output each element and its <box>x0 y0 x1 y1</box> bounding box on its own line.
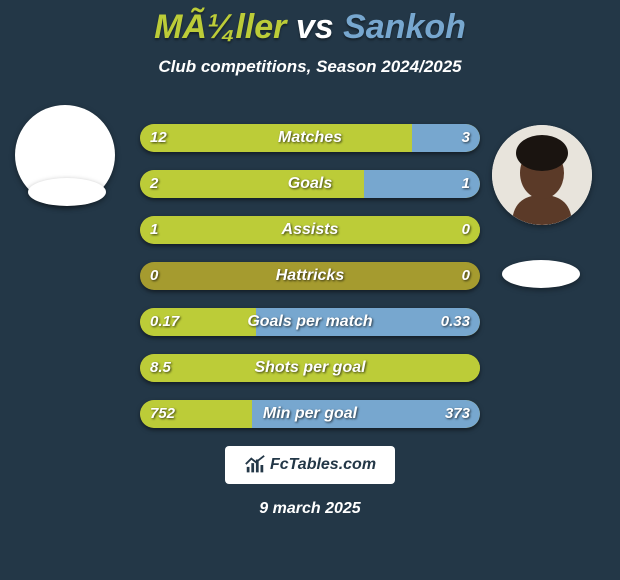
bar-value-right: 0 <box>462 262 470 290</box>
bar-fill-player1 <box>140 170 364 198</box>
avatar-placeholder-icon <box>492 125 592 225</box>
bar-value-left: 0.17 <box>150 308 179 336</box>
bar-fill-player1 <box>140 124 412 152</box>
stat-bar-row: 10Assists <box>140 216 480 244</box>
bar-value-right: 1 <box>462 170 470 198</box>
player2-portrait-icon <box>492 125 592 225</box>
bar-value-left: 2 <box>150 170 158 198</box>
stat-bar-row: 0.170.33Goals per match <box>140 308 480 336</box>
stat-bar-row: 123Matches <box>140 124 480 152</box>
title-vs: vs <box>296 8 334 46</box>
bar-value-right: 0.33 <box>441 308 470 336</box>
bar-value-right: 373 <box>445 400 470 428</box>
bar-value-left: 1 <box>150 216 158 244</box>
subtitle: Club competitions, Season 2024/2025 <box>0 57 620 77</box>
player1-flag <box>28 178 106 206</box>
stat-bars: 123Matches21Goals10Assists00Hattricks0.1… <box>140 124 480 446</box>
bar-value-left: 752 <box>150 400 175 428</box>
stat-bar-row: 0 0Hattricks <box>140 262 480 290</box>
stat-bar-row: 21Goals <box>140 170 480 198</box>
chart-icon <box>244 454 266 476</box>
title-player1: MÃ¼ller <box>154 8 286 46</box>
bar-value-left: 8.5 <box>150 354 171 382</box>
brand-badge[interactable]: FcTables.com <box>225 446 395 484</box>
brand-text: FcTables.com <box>270 456 376 474</box>
bar-value-left: 0 <box>150 262 158 290</box>
player2-flag <box>502 260 580 288</box>
bar-fill-player1 <box>140 216 480 244</box>
stat-bar-row: 752373Min per goal <box>140 400 480 428</box>
bar-fill-player1 <box>140 354 480 382</box>
date-text: 9 march 2025 <box>0 500 620 518</box>
stat-bar-row: 8.5Shots per goal <box>140 354 480 382</box>
bar-value-right: 0 <box>462 216 470 244</box>
bar-value-left: 12 <box>150 124 167 152</box>
title-player2: Sankoh <box>343 8 466 46</box>
bar-label: Hattricks <box>140 262 480 290</box>
bar-value-right: 3 <box>462 124 470 152</box>
player2-avatar <box>492 125 592 225</box>
page-title: MÃ¼ller vs Sankoh <box>0 0 620 47</box>
